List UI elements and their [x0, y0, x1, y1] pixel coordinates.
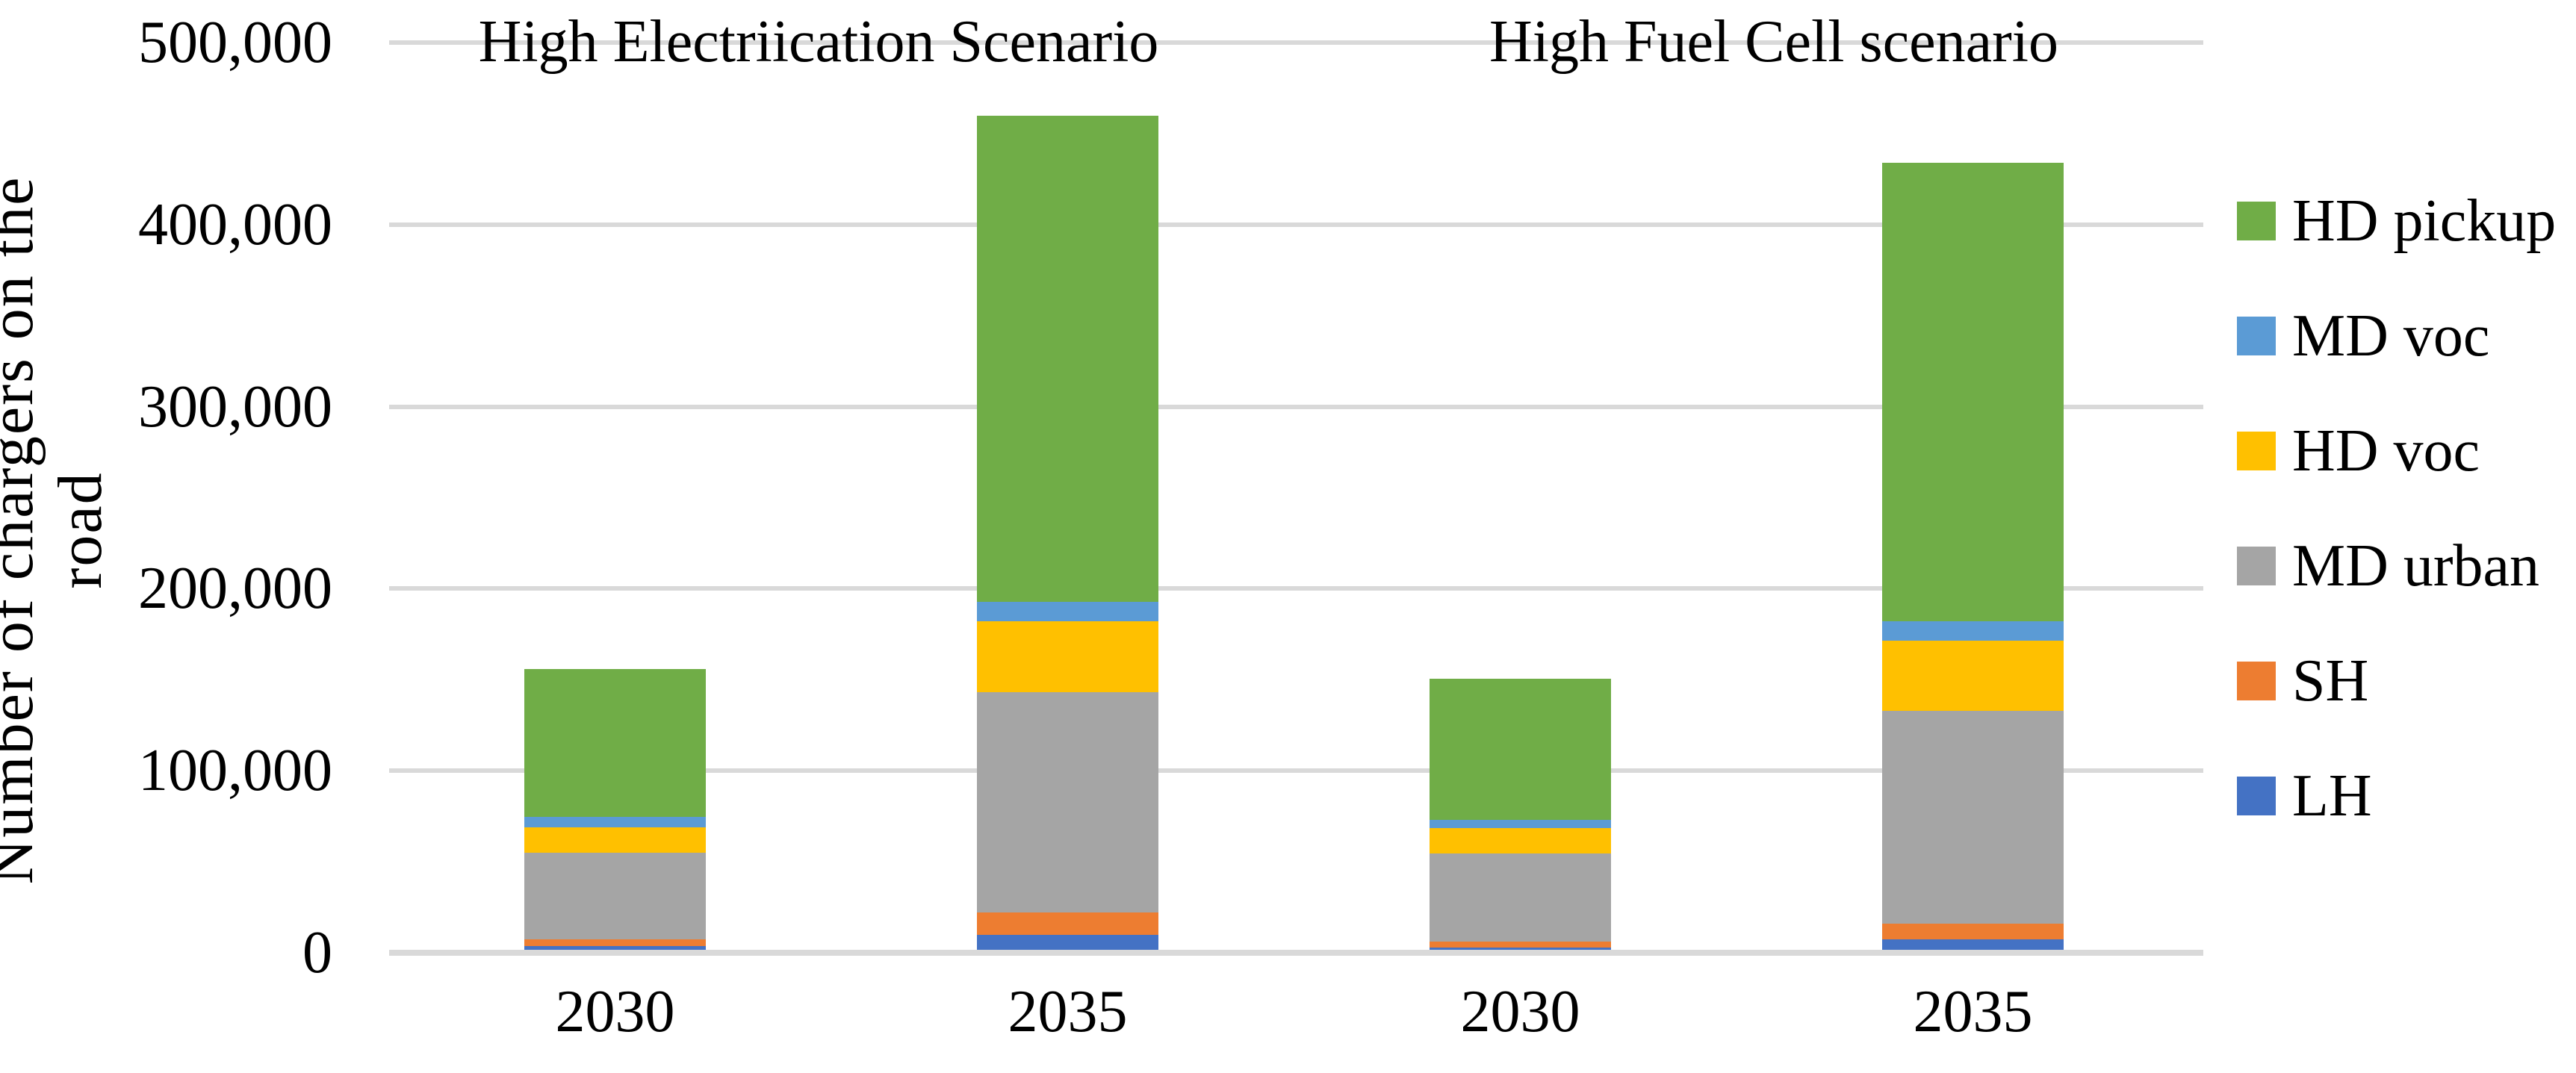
y-tick-label-400-000: 400,000: [138, 191, 332, 258]
x-tick-label-2035-3: 2035: [1913, 979, 2033, 1045]
x-axis-line: [389, 950, 2203, 956]
bar-segment-md-voc-2030: [524, 817, 706, 827]
bar-segment-sh-2035: [1882, 924, 2064, 939]
bar-segment-hd-pickup-2030: [1430, 679, 1611, 821]
bar-segment-md-urban-2030: [524, 852, 706, 939]
x-tick-label-2035-1: 2035: [1008, 979, 1128, 1045]
x-tick-label-2030-2: 2030: [1460, 979, 1580, 1045]
scenario-title-high-fuel-cell: High Fuel Cell scenario: [1489, 9, 2059, 75]
bar-high-fuel-cell-2030: [1430, 679, 1611, 953]
y-tick-label-200-000: 200,000: [138, 556, 332, 622]
y-tick-label-100-000: 100,000: [138, 738, 332, 804]
y-tick-label-500-000: 500,000: [138, 10, 332, 75]
bar-segment-hd-voc-2035: [977, 621, 1158, 693]
legend-swatch-md-urban: [2237, 547, 2276, 585]
bar-segment-md-voc-2035: [977, 601, 1158, 622]
legend-item-hd-pickup: HD pickup: [2237, 188, 2557, 254]
scenario-title-high-electrification: High Electriication Scenario: [478, 9, 1159, 75]
gridline-200000: [389, 586, 2203, 591]
bar-segment-lh-2035: [1882, 939, 2064, 953]
legend-swatch-md-voc: [2237, 317, 2276, 355]
x-tick-label-2030-0: 2030: [555, 979, 675, 1045]
y-axis-title-line2: road: [46, 471, 115, 589]
legend-item-lh: LH: [2237, 763, 2556, 829]
legend-swatch-hd-voc: [2237, 432, 2276, 470]
bar-segment-md-urban-2035: [977, 692, 1158, 913]
legend-item-md-urban: MD urban: [2237, 533, 2556, 599]
gridline-300000: [389, 404, 2203, 409]
bar-segment-hd-pickup-2030: [524, 668, 706, 818]
bar-segment-lh-2035: [977, 934, 1158, 953]
bar-segment-hd-voc-2035: [1882, 640, 2064, 711]
gridline-100000: [389, 768, 2203, 774]
legend-label-sh: SH: [2292, 648, 2369, 714]
legend-swatch-sh: [2237, 662, 2276, 700]
bar-segment-hd-voc-2030: [524, 827, 706, 853]
legend-label-lh: LH: [2292, 763, 2372, 829]
bar-segment-md-urban-2030: [1430, 853, 1611, 942]
legend-swatch-hd-pickup: [2237, 202, 2276, 240]
gridline-500000: [389, 40, 2203, 45]
bar-segment-hd-voc-2030: [1430, 828, 1611, 854]
plot-area: [389, 40, 2203, 956]
legend-item-md-voc: MD voc: [2237, 303, 2556, 369]
legend-label-md-urban: MD urban: [2292, 533, 2540, 599]
bar-segment-sh-2030: [1430, 942, 1611, 948]
bar-segment-hd-pickup-2035: [977, 115, 1158, 602]
bar-high-fuel-cell-2035: [1882, 162, 2064, 953]
bar-segment-sh-2035: [977, 912, 1158, 935]
bar-high-electrification-2035: [977, 115, 1158, 953]
bar-segment-md-urban-2035: [1882, 710, 2064, 924]
bar-segment-sh-2030: [524, 939, 706, 947]
legend-label-hd-pickup: HD pickup: [2292, 188, 2557, 254]
legend-item-sh: SH: [2237, 648, 2556, 714]
bar-segment-lh-2030: [524, 946, 706, 953]
bar-segment-md-voc-2035: [1882, 621, 2064, 641]
bar-high-electrification-2030: [524, 668, 706, 953]
y-tick-label-300-000: 300,000: [138, 373, 332, 440]
legend-item-hd-voc: HD voc: [2237, 418, 2556, 484]
gridline-400000: [389, 222, 2203, 227]
bar-segment-md-voc-2030: [1430, 820, 1611, 829]
legend-label-hd-voc: HD voc: [2292, 418, 2480, 484]
bar-segment-hd-pickup-2035: [1882, 162, 2064, 622]
y-axis-title-line1: Number of chargers on the: [0, 175, 46, 885]
y-axis-title: Number of chargers on the road: [0, 52, 115, 1008]
legend: HD pickup MD voc HD voc MD urban SH LH: [2237, 188, 2557, 890]
y-tick-label-0: 0: [302, 920, 332, 986]
legend-label-md-voc: MD voc: [2292, 303, 2490, 369]
legend-swatch-lh: [2237, 777, 2276, 815]
